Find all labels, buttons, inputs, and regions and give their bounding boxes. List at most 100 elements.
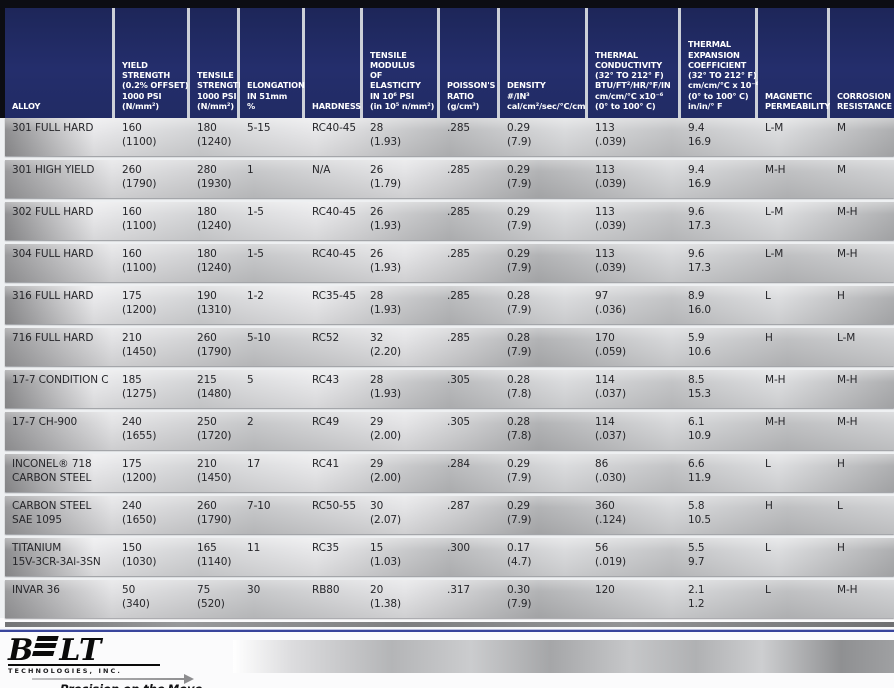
- cell-density: 0.30 (7.9): [500, 580, 588, 618]
- cell-value-line: RC49: [312, 416, 340, 428]
- footer-gap: [0, 627, 894, 630]
- cell-value-line: (1450): [197, 471, 232, 484]
- header-label-line: %: [247, 100, 256, 111]
- cell-value-line: 301 FULL HARD: [12, 122, 94, 134]
- cell-value-line: (1100): [122, 135, 157, 148]
- cell-alloy: 304 FULL HARD: [5, 244, 115, 282]
- cell-value-line: 5: [247, 374, 254, 386]
- cell-value-line: 160: [122, 206, 142, 218]
- cell-tensile: 215 (1480): [190, 370, 240, 408]
- cell-magnetic: L: [758, 580, 830, 618]
- cell-value-line: 8.9: [688, 290, 705, 302]
- cell-value-line: (.037): [595, 387, 626, 400]
- cell-value-line: .285: [447, 206, 470, 218]
- cell-value-line: 180: [197, 122, 217, 134]
- cell-value-line: 17-7 CONDITION C: [12, 374, 109, 386]
- header-label-line: PERMEABILITY: [765, 100, 831, 111]
- cell-elongation: 5: [240, 370, 305, 408]
- arrow-right-icon: [32, 674, 194, 684]
- cell-hardness: RB80: [305, 580, 363, 618]
- cell-magnetic: L: [758, 454, 830, 492]
- cell-value-line: 86: [595, 458, 609, 470]
- cell-tensile: 260 (1790): [190, 496, 240, 534]
- cell-value-line: 16.0: [688, 303, 711, 316]
- cell-value-line: (1310): [197, 303, 232, 316]
- tagline-text: Precision on the: [60, 682, 165, 688]
- page-footer: B LT TECHNOLOGIES, INC. Precision on theM…: [0, 632, 894, 688]
- header-label-line: IN 51mm: [247, 90, 288, 101]
- cell-hardness: RC49: [305, 412, 363, 450]
- cell-expansion: 5.8 10.5: [681, 496, 758, 534]
- header-label-line: THERMAL: [595, 49, 638, 60]
- cell-expansion: 6.6 11.9: [681, 454, 758, 492]
- cell-value-line: 7-10: [247, 500, 271, 512]
- cell-value-line: 56: [595, 542, 609, 554]
- table-row-grid: TITANIUM 15V-3CR-3Al-3SN 150 (1030) 165 (1140…: [5, 538, 894, 576]
- cell-value-line: 190: [197, 290, 217, 302]
- cell-alloy: CARBON STEEL SAE 1095: [5, 496, 115, 534]
- cell-value-line: (7.8): [507, 387, 532, 400]
- logo-letter-b: B: [8, 633, 35, 668]
- cell-value-line: (1790): [197, 345, 232, 358]
- cell-value-line: L-M: [765, 206, 784, 218]
- header-label-line: (32° TO 212° F): [688, 70, 757, 80]
- cell-yield: 185 (1275): [115, 370, 190, 408]
- cell-value-line: RC40-45: [312, 206, 356, 218]
- cell-poisson: .285: [440, 328, 500, 366]
- cell-alloy: 301 HIGH YIELD: [5, 160, 115, 198]
- cell-value-line: L: [765, 584, 771, 596]
- cell-value-line: 10.6: [688, 345, 711, 358]
- cell-expansion: 9.4 16.9: [681, 118, 758, 156]
- cell-value-line: .285: [447, 290, 470, 302]
- cell-hardness: RC40-45: [305, 244, 363, 282]
- cell-value-line: CARBON STEEL: [12, 471, 92, 484]
- header-label-line: STRENGTH: [122, 70, 171, 80]
- cell-expansion: 8.9 16.0: [681, 286, 758, 324]
- column-header-hardness: HARDNESS: [305, 8, 363, 118]
- header-label-line: DENSITY: [507, 80, 546, 91]
- cell-density: 0.28 (7.9): [500, 328, 588, 366]
- logo-letters-lt: LT: [59, 633, 103, 668]
- footer-metallic-band: [233, 640, 894, 673]
- cell-conductivity: 114 (.037): [588, 412, 681, 450]
- table-row: INCONEL® 718 CARBON STEEL 175 (1200) 210 (145…: [5, 454, 894, 492]
- cell-value-line: H: [837, 458, 845, 470]
- cell-value-line: L: [765, 542, 771, 554]
- cell-yield: 175 (1200): [115, 286, 190, 324]
- cell-value-line: 11.9: [688, 471, 711, 484]
- cell-value-line: 5-10: [247, 332, 271, 344]
- cell-value-line: 0.29: [507, 458, 530, 470]
- cell-value-line: L-M: [765, 122, 784, 134]
- cell-value-line: RC41: [312, 458, 340, 470]
- cell-value-line: (.059): [595, 345, 626, 358]
- cell-tensile: 165 (1140): [190, 538, 240, 576]
- cell-conductivity: 86 (.030): [588, 454, 681, 492]
- cell-value-line: (.019): [595, 555, 626, 568]
- cell-value-line: 304 FULL HARD: [12, 248, 94, 260]
- cell-value-line: 28: [370, 290, 384, 302]
- table-row: 301 HIGH YIELD 260 (1790) 280 (1930) 1 N/A 26 (1…: [5, 160, 894, 198]
- cell-modulus: 26 (1.93): [363, 244, 440, 282]
- table-row: 302 FULL HARD 160 (1100) 180 (1240) 1-5 RC40-4…: [5, 202, 894, 240]
- blue-divider-rule: [0, 630, 894, 632]
- header-label-line: ALLOY: [12, 100, 41, 111]
- cell-value-line: (1.93): [370, 303, 401, 316]
- cell-value-line: 1-2: [247, 290, 264, 302]
- cell-value-line: 30: [370, 500, 384, 512]
- cell-density: 0.29 (7.9): [500, 244, 588, 282]
- cell-hardness: RC52: [305, 328, 363, 366]
- cell-value-line: .284: [447, 458, 470, 470]
- cell-value-line: RC35: [312, 542, 340, 554]
- cell-value-line: 0.17: [507, 542, 530, 554]
- cell-corrosion: L: [830, 496, 894, 534]
- header-label-line: RATIO: [447, 90, 474, 101]
- cell-value-line: (7.8): [507, 429, 532, 442]
- header-label-line: #/IN³: [507, 90, 530, 101]
- cell-hardness: RC40-45: [305, 202, 363, 240]
- cell-value-line: (1.93): [370, 135, 401, 148]
- cell-value-line: 0.29: [507, 164, 530, 176]
- cell-value-line: 16.9: [688, 135, 711, 148]
- cell-magnetic: H: [758, 328, 830, 366]
- cell-poisson: .305: [440, 370, 500, 408]
- cell-value-line: 1.2: [688, 597, 705, 610]
